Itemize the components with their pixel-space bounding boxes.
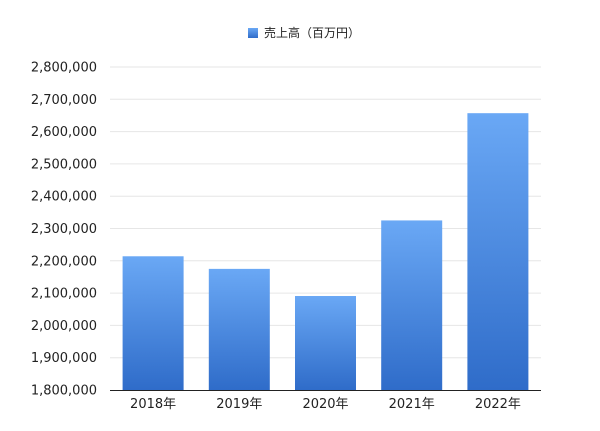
y-tick-label: 2,300,000 <box>31 222 97 237</box>
bar-5 <box>467 113 529 391</box>
y-tick-label: 1,800,000 <box>31 384 97 399</box>
y-tick-label: 2,100,000 <box>31 287 97 302</box>
y-tick-label: 2,700,000 <box>31 93 97 108</box>
x-tick-label: 2021年 <box>389 397 435 412</box>
y-tick-label: 2,800,000 <box>31 61 97 76</box>
y-tick-label: 2,600,000 <box>31 125 97 140</box>
bar-2 <box>208 268 270 390</box>
y-tick-label: 2,200,000 <box>31 254 97 269</box>
legend-label: 売上高（百万円） <box>264 25 360 40</box>
bar-1 <box>122 256 184 390</box>
x-tick-label: 2022年 <box>475 397 521 412</box>
y-tick-label: 2,500,000 <box>31 157 97 172</box>
y-axis-tick-labels: 1,800,000 1,900,000 2,000,000 2,100,000 2,20… <box>31 61 97 399</box>
y-tick-label: 2,000,000 <box>31 319 97 334</box>
y-tick-label: 2,400,000 <box>31 190 97 205</box>
legend-swatch <box>248 28 258 38</box>
bar-3 <box>295 296 356 390</box>
x-tick-label: 2020年 <box>302 397 348 412</box>
x-tick-label: 2019年 <box>216 397 262 412</box>
bar-4 <box>381 220 443 390</box>
x-axis-tick-labels: 2018年 2019年 2020年 2021年 2022年 <box>130 397 521 412</box>
y-tick-label: 1,900,000 <box>31 351 97 366</box>
legend: 売上高（百万円） <box>248 25 360 40</box>
x-tick-label: 2018年 <box>130 397 176 412</box>
bars <box>122 113 529 391</box>
